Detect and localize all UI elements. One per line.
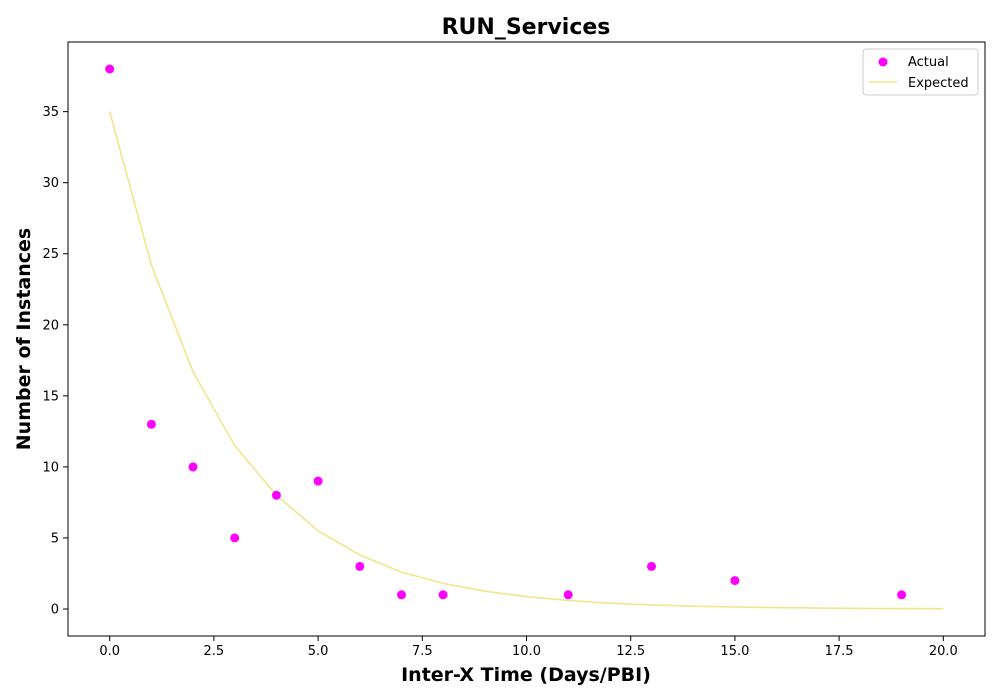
actual-point <box>897 590 907 600</box>
y-tick-label: 10 <box>42 460 59 475</box>
actual-point <box>647 561 656 571</box>
y-tick-label: 25 <box>42 247 59 262</box>
y-tick-label: 20 <box>42 318 59 333</box>
plot-area: 0.0 2.5 5.0 7.5 10.0 12.5 15.0 17.5 20.0 0 5 10 15 20… <box>42 41 986 659</box>
x-tick-label: 7.5 <box>412 644 433 659</box>
actual-point <box>355 561 365 571</box>
y-axis-label: Number of Instances <box>13 228 35 450</box>
legend-label-actual: Actual <box>908 55 949 70</box>
actual-point <box>397 590 406 600</box>
actual-point <box>188 462 198 472</box>
x-tick-label: 12.5 <box>616 644 645 659</box>
actual-point <box>730 576 740 586</box>
x-tick-label: 17.5 <box>825 644 854 659</box>
x-axis-label: Inter-X Time (Days/PBI) <box>401 664 651 686</box>
x-tick-label: 2.5 <box>204 644 225 659</box>
y-tick-label: 5 <box>51 531 59 546</box>
x-tick-label: 0.0 <box>99 644 120 659</box>
actual-point <box>230 533 240 543</box>
y-tick-label: 15 <box>42 389 59 404</box>
actual-point <box>313 476 323 486</box>
legend: Actual Expected <box>862 48 979 96</box>
x-tick-label: 20.0 <box>929 644 958 659</box>
actual-point <box>438 590 448 600</box>
actual-point <box>563 590 573 600</box>
y-tick-label: 0 <box>51 603 59 618</box>
y-tick-label: 35 <box>42 105 59 120</box>
actual-point <box>271 490 281 500</box>
legend-marker-actual <box>878 57 888 67</box>
x-tick-label: 15.0 <box>720 644 749 659</box>
chart-title: RUN_Services <box>442 15 611 40</box>
x-tick-label: 10.0 <box>512 644 541 659</box>
x-tick-label: 5.0 <box>308 644 329 659</box>
legend-frame <box>862 48 979 96</box>
expected-line <box>108 111 944 610</box>
actual-point <box>105 64 115 74</box>
legend-label-expected: Expected <box>908 76 969 91</box>
actual-point <box>146 419 156 429</box>
y-tick-label: 30 <box>42 176 59 191</box>
